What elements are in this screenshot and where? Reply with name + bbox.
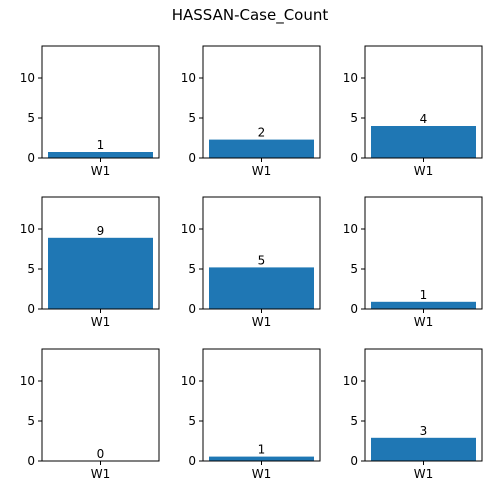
data-label: 3 (420, 424, 428, 438)
y-tick-label: 10 (20, 71, 35, 85)
y-tick-label: 0 (27, 302, 35, 316)
y-tick-label: 5 (350, 262, 358, 276)
bar (48, 152, 153, 158)
y-tick-label: 0 (350, 302, 358, 316)
y-tick-label: 10 (181, 71, 196, 85)
data-label: 0 (97, 447, 105, 461)
x-tick-label: W1 (252, 315, 272, 329)
y-tick-label: 10 (181, 222, 196, 236)
bar (209, 139, 314, 158)
y-tick-label: 5 (350, 414, 358, 428)
y-tick-label: 0 (188, 151, 196, 165)
x-tick-label: W1 (414, 467, 434, 481)
x-tick-label: W1 (252, 164, 272, 178)
x-tick-label: W1 (91, 315, 111, 329)
bar (209, 267, 314, 309)
x-tick-label: W1 (252, 467, 272, 481)
y-tick-label: 0 (27, 151, 35, 165)
x-tick-label: W1 (414, 315, 434, 329)
panel-9: 3 0 5 10 W1 (343, 348, 483, 481)
figure-title: HASSAN-Case_Count (171, 6, 329, 24)
y-tick-label: 5 (27, 111, 35, 125)
data-label: 4 (420, 112, 428, 126)
panel-3: 4 0 5 10 W1 (343, 45, 483, 178)
panel-7: 0 0 5 10 W1 (20, 348, 160, 481)
y-tick-label: 0 (350, 454, 358, 468)
y-tick-label: 5 (188, 111, 196, 125)
y-tick-label: 10 (20, 222, 35, 236)
y-tick-label: 0 (27, 454, 35, 468)
data-label: 1 (258, 443, 266, 457)
data-label: 9 (97, 224, 105, 238)
y-tick-label: 0 (188, 302, 196, 316)
y-tick-label: 5 (27, 262, 35, 276)
bar (48, 237, 153, 309)
y-tick-label: 0 (188, 454, 196, 468)
x-tick-label: W1 (91, 164, 111, 178)
panel-2: 2 0 5 10 W1 (181, 45, 321, 178)
y-tick-label: 10 (343, 71, 358, 85)
y-tick-label: 5 (188, 262, 196, 276)
y-tick-label: 5 (188, 414, 196, 428)
y-tick-label: 10 (181, 374, 196, 388)
panel-5: 5 0 5 10 W1 (181, 196, 321, 329)
bar (371, 301, 476, 309)
x-tick-label: W1 (91, 467, 111, 481)
bar (371, 437, 476, 461)
bar (371, 126, 476, 158)
data-label: 1 (420, 288, 428, 302)
y-tick-label: 5 (27, 414, 35, 428)
y-tick-label: 10 (20, 374, 35, 388)
bar (209, 456, 314, 461)
y-tick-label: 0 (350, 151, 358, 165)
y-tick-label: 10 (343, 222, 358, 236)
data-label: 1 (97, 138, 105, 152)
data-label: 2 (258, 126, 266, 140)
axes-frame (41, 348, 160, 462)
y-tick-label: 10 (343, 374, 358, 388)
y-tick-label: 5 (350, 111, 358, 125)
x-tick-label: W1 (414, 164, 434, 178)
data-label: 5 (258, 253, 266, 267)
panel-4: 9 0 5 10 W1 (20, 196, 160, 329)
